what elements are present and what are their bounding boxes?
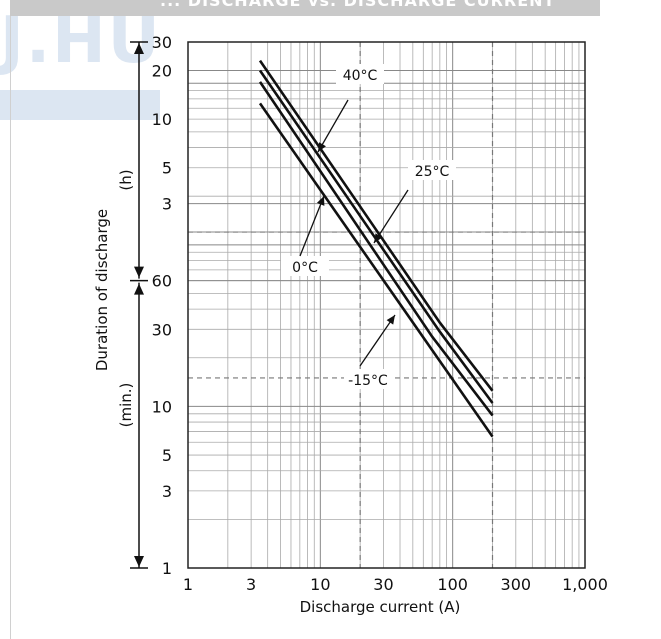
y-tick-label: 3 <box>162 195 172 214</box>
y-tick-label: 10 <box>152 397 172 416</box>
minutes-arrow-up <box>134 284 144 295</box>
x-tick-label: 10 <box>310 575 330 594</box>
hours-arrow-down <box>134 267 144 278</box>
y-tick-label: 30 <box>152 320 172 339</box>
x-tick-label: 1 <box>183 575 193 594</box>
annotation-label: -15°C <box>348 373 388 389</box>
x-tick-label: 30 <box>373 575 393 594</box>
plot-frame <box>188 42 585 568</box>
chart-grid <box>188 42 585 568</box>
y-tick-label: 30 <box>152 33 172 52</box>
annotation-label: 40°C <box>343 68 378 84</box>
y-tick-label: 60 <box>152 272 172 291</box>
hours-arrow-up <box>134 43 144 54</box>
y-tick-label: 5 <box>162 159 172 178</box>
dashed-reference-lines <box>188 42 585 568</box>
x-tick-label: 100 <box>437 575 468 594</box>
x-tick-label: 3 <box>246 575 256 594</box>
x-tick-label: 1,000 <box>562 575 608 594</box>
tick-labels: 1 3 10 30 100 300 1,000 30 20 10 5 3 60 30 10 5 3 1 <box>152 33 608 594</box>
y-axis-label: Duration of discharge <box>93 209 111 371</box>
y-tick-label: 10 <box>152 110 172 129</box>
minutes-arrow-down <box>134 556 144 567</box>
y-tick-label: 3 <box>162 482 172 501</box>
y-tick-label: 20 <box>152 61 172 80</box>
y-tick-label: 5 <box>162 446 172 465</box>
x-axis-label: Discharge current (A) <box>300 598 461 616</box>
annotation-label: 25°C <box>415 164 450 180</box>
y-tick-label: 1 <box>162 559 172 578</box>
annotation-label: 0°C <box>292 260 318 276</box>
annotation-arrowhead <box>387 315 395 325</box>
x-tick-label: 300 <box>501 575 532 594</box>
annotation-leader <box>318 100 348 152</box>
y-unit-minutes: (min.) <box>117 383 135 428</box>
annotation-leader <box>374 190 408 243</box>
annotation-leader <box>360 315 395 366</box>
y-axis-range-bars <box>130 42 148 568</box>
y-unit-hours: (h) <box>117 169 135 190</box>
